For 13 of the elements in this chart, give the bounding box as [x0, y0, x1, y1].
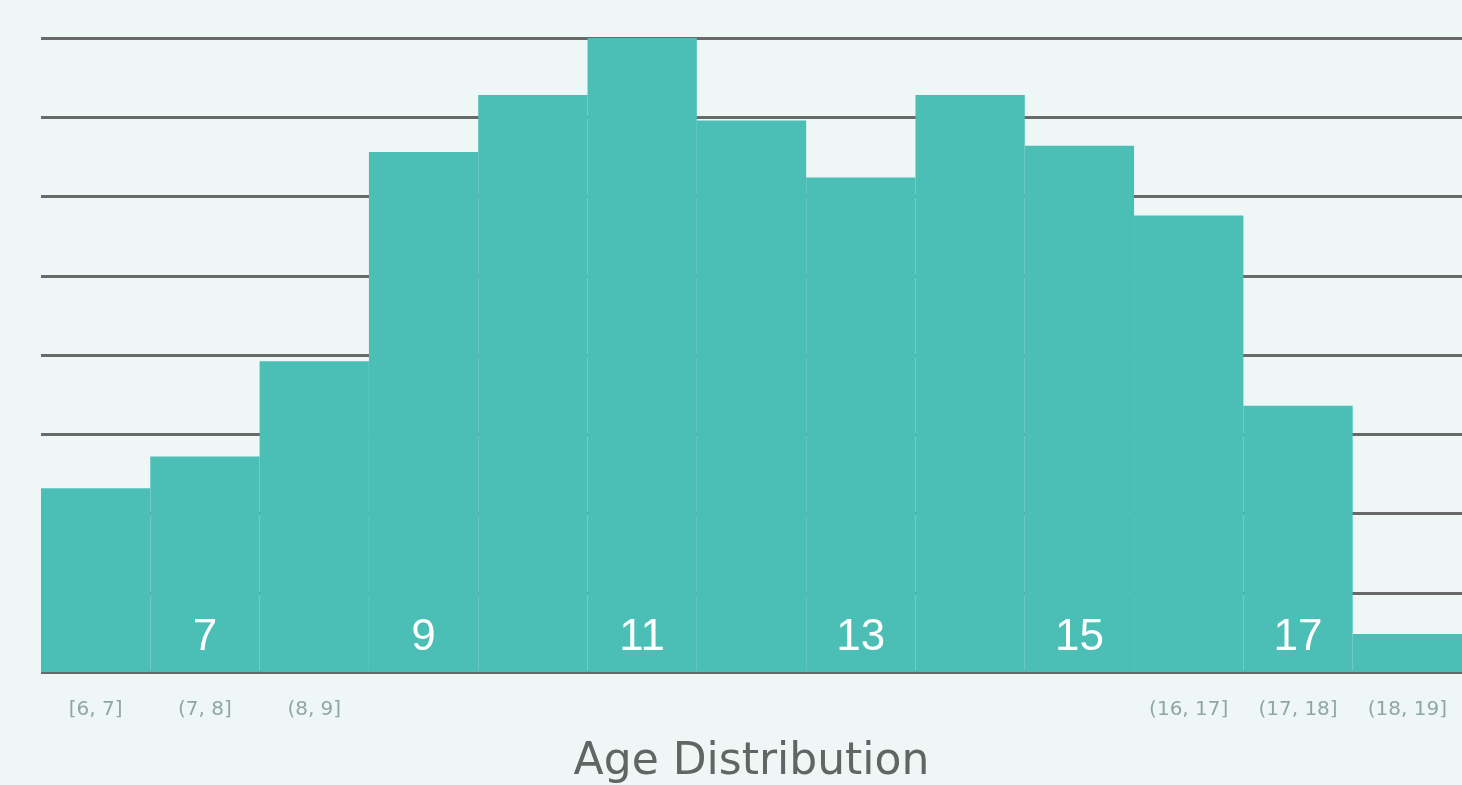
- x-tick-label: 7: [192, 609, 218, 659]
- text: (16, 17]: [1149, 696, 1229, 720]
- x-tick-label: 17: [1273, 609, 1323, 659]
- text: (7, 8]: [178, 696, 232, 720]
- x-tick-label: 9: [411, 609, 436, 659]
- x-axis-title: Age Distribution: [573, 732, 930, 784]
- text: (8, 9]: [287, 696, 342, 720]
- text: [6, 7]: [68, 696, 123, 720]
- x-tick-label: 15: [1054, 609, 1104, 659]
- x-tick-label: 11: [619, 609, 666, 659]
- text: (17, 18]: [1258, 696, 1338, 720]
- text: (18, 19]: [1367, 696, 1447, 720]
- x-tick-label: 13: [836, 609, 886, 659]
